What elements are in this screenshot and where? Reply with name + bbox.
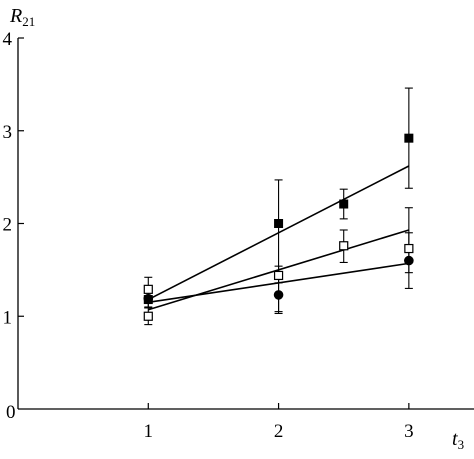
x-axis-title: t3 (452, 428, 464, 452)
filled-circle-point (404, 255, 414, 266)
x-tick-label: 1 (144, 421, 154, 442)
open-square-point (404, 243, 414, 254)
y-tick-label: 1 (3, 307, 13, 328)
y-tick-label: 4 (3, 29, 13, 50)
open-square-point (143, 284, 153, 294)
origin-label: 0 (6, 402, 16, 423)
data-points (143, 133, 414, 321)
open-square-point (339, 241, 349, 251)
y-tick-label: 2 (3, 215, 13, 236)
error-bars (144, 87, 413, 326)
y-axis-title: R21 (9, 5, 35, 29)
open-square-point (143, 311, 153, 321)
filled-circle-point (273, 290, 284, 300)
open-square-point (273, 270, 284, 281)
x-tick-label: 2 (274, 421, 284, 442)
y-tick-label: 3 (3, 122, 13, 143)
axes (17, 38, 474, 410)
filled-square-point (339, 199, 349, 209)
filled-circle-point (143, 293, 154, 304)
filled-square-point (274, 219, 284, 228)
x-tick-label: 3 (404, 421, 414, 442)
ticks: 1 2 3 1 2 3 4 (3, 29, 414, 442)
filled-square-point (404, 133, 414, 143)
